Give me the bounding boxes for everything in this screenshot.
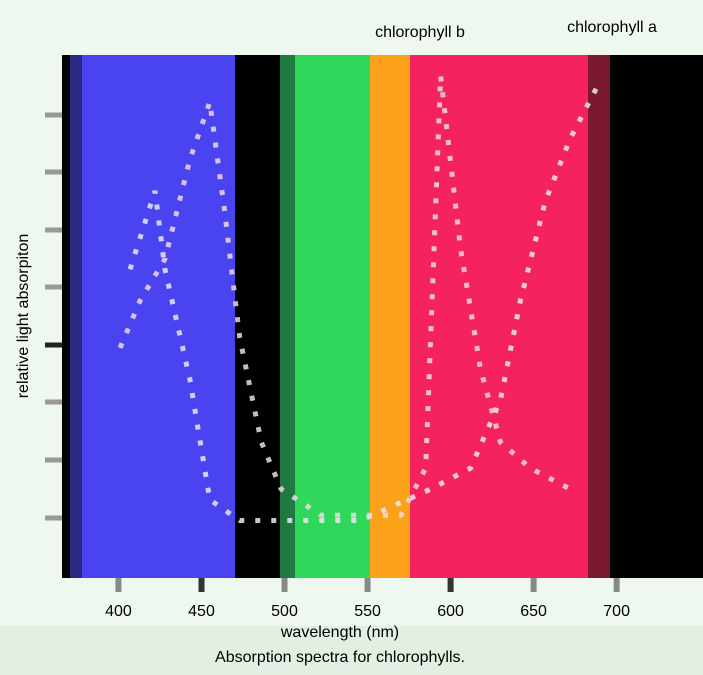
y-axis-label: relative light absorpiton [15, 234, 32, 399]
spectrum-line [117, 75, 572, 518]
band-edge [280, 55, 298, 578]
y-tick-decor [45, 112, 62, 521]
x-tick-label: 500 [271, 603, 298, 620]
band-blue [80, 55, 235, 578]
x-tick-label: 450 [188, 603, 215, 620]
x-tick-label: 400 [105, 603, 132, 620]
spectrum [62, 55, 703, 578]
band-orange [370, 55, 410, 578]
x-tick-label: 550 [354, 603, 381, 620]
x-tick-label: 600 [437, 603, 464, 620]
x-tick-label: 650 [520, 603, 547, 620]
caption-band [0, 626, 703, 675]
band-edge [588, 55, 610, 578]
annotation: chlorophyll a [567, 19, 657, 36]
caption: Absorption spectra for chlorophylls. [215, 649, 465, 666]
annotation: chlorophyll b [375, 24, 465, 41]
band-edge [70, 55, 82, 578]
band-green [295, 55, 373, 578]
band-red [410, 55, 590, 578]
x-axis-label: wavelength (nm) [280, 624, 399, 641]
x-tick-label: 700 [603, 603, 630, 620]
